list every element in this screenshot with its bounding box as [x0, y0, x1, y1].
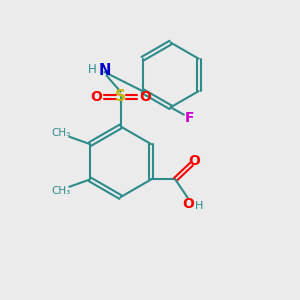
Text: O: O [188, 154, 200, 168]
Text: O: O [90, 90, 102, 104]
Text: H: H [88, 62, 97, 76]
Text: S: S [115, 89, 126, 104]
Text: CH₃: CH₃ [52, 186, 71, 196]
Text: H: H [195, 201, 203, 211]
Text: O: O [182, 196, 194, 211]
Text: CH₃: CH₃ [52, 128, 71, 138]
Text: N: N [98, 63, 110, 78]
Text: O: O [140, 90, 151, 104]
Text: F: F [185, 111, 194, 124]
